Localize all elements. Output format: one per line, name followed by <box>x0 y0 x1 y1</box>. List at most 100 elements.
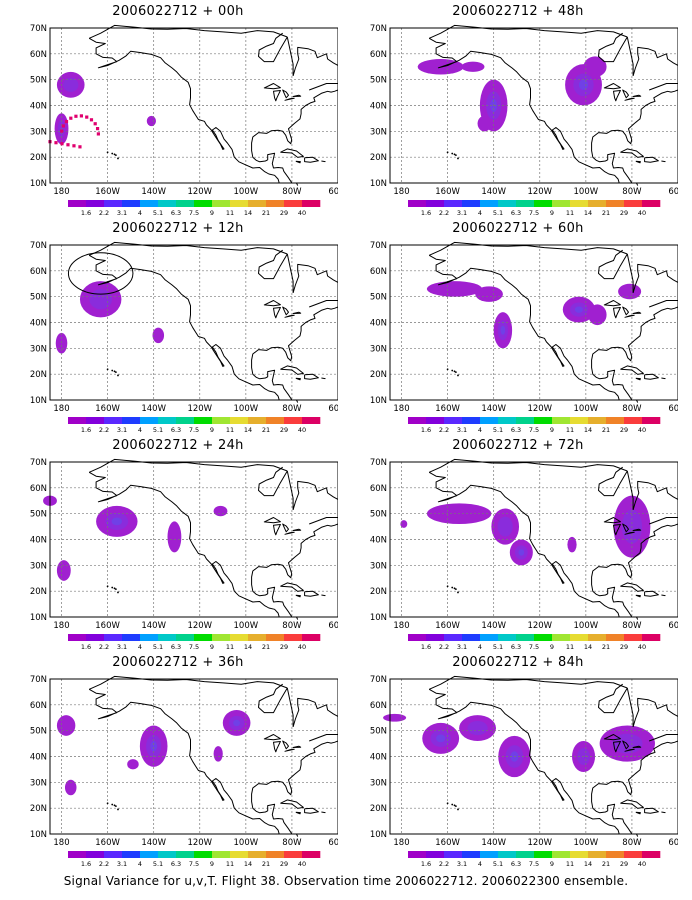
colorbar-swatch <box>176 417 195 424</box>
lat-tick-label: 30N <box>30 344 47 354</box>
colorbar-label: 5.1 <box>493 426 503 434</box>
colorbar-label: 5.1 <box>153 643 163 651</box>
lake-outline <box>632 745 642 748</box>
lake-outline <box>603 734 621 741</box>
lon-tick-label: 120W <box>527 187 552 197</box>
variance-area <box>436 734 446 743</box>
colorbar: 1.6 2.2 3.1 4 5.1 6.3 7.5 9 11 14 21 29 40 <box>408 851 661 868</box>
lon-tick-label: 80W <box>622 187 642 197</box>
island <box>117 157 119 160</box>
lake-outline <box>282 523 289 533</box>
lon-tick-label: 140W <box>141 838 166 848</box>
colorbar-label: 5.1 <box>493 860 503 868</box>
colorbar-swatch <box>302 417 321 424</box>
colorbar-swatch <box>588 634 607 641</box>
gridlines <box>390 679 678 834</box>
colorbar-label: 6.3 <box>171 426 181 434</box>
coastline <box>292 263 338 293</box>
variance-area <box>56 715 76 736</box>
colorbar-label: 29 <box>620 860 628 868</box>
lake-outline <box>613 741 621 753</box>
colorbar-label: 29 <box>280 426 288 434</box>
lon-tick-label: 60W <box>668 621 678 631</box>
variance-area <box>518 549 525 556</box>
map-plot: 10N 20N 30N 40N 50N 60N 70N 180 160W 140W 120W 100W… <box>370 675 678 868</box>
lat-tick-label: 50N <box>370 727 387 737</box>
lat-tick-label: 60N <box>370 50 387 60</box>
lon-tick-label: 60W <box>328 187 338 197</box>
lat-tick-label: 40N <box>370 753 387 763</box>
variance-area <box>89 289 113 310</box>
lon-tick-label: 60W <box>668 404 678 414</box>
colorbar-swatch <box>408 417 427 424</box>
colorbar-label: 9 <box>550 426 554 434</box>
coastline <box>88 254 280 401</box>
colorbar-label: 1.6 <box>421 209 431 217</box>
gridlines <box>390 462 678 617</box>
lon-tick-label: 160W <box>95 621 120 631</box>
colorbar-swatch <box>104 200 123 207</box>
coastline <box>626 470 634 510</box>
colorbar-label: 2.2 <box>439 426 449 434</box>
lat-tick-label: 10N <box>30 396 47 406</box>
coastline <box>428 688 620 835</box>
lake-outline <box>292 528 302 531</box>
coastline <box>591 523 678 620</box>
colorbar-swatch <box>426 851 445 858</box>
colorbar-label: 2.2 <box>439 643 449 651</box>
colorbar-swatch <box>516 417 535 424</box>
colorbar-label: 40 <box>298 643 306 651</box>
lat-tick-label: 50N <box>30 76 47 86</box>
colorbar-label: 6.3 <box>171 643 181 651</box>
lon-tick-label: 120W <box>187 187 212 197</box>
colorbar-label: 9 <box>550 860 554 868</box>
island <box>111 586 114 589</box>
map-plot: 10N 20N 30N 40N 50N 60N 70N 180 160W 140W 120W 100W… <box>370 458 678 651</box>
island <box>111 803 114 806</box>
lat-tick-label: 20N <box>30 587 47 597</box>
island <box>454 805 457 807</box>
colorbar-swatch <box>86 851 105 858</box>
coastline <box>258 249 288 280</box>
colorbar-label: 14 <box>584 209 592 217</box>
variance-shading <box>55 281 165 354</box>
lat-tick-label: 20N <box>30 804 47 814</box>
colorbar-swatch <box>194 200 213 207</box>
colorbar-swatch <box>140 417 159 424</box>
island <box>114 371 117 373</box>
lake-outline <box>292 94 302 97</box>
lake-outline <box>273 90 281 102</box>
colorbar-label: 7.5 <box>189 643 199 651</box>
lon-tick-label: 100W <box>574 187 599 197</box>
colorbar-label: 4 <box>138 426 142 434</box>
lat-tick-label: 70N <box>370 458 387 468</box>
lat-tick-label: 20N <box>370 587 387 597</box>
lake-outline <box>282 89 289 99</box>
colorbar-swatch <box>86 417 105 424</box>
island <box>457 808 459 811</box>
lon-tick-label: 180 <box>53 187 69 197</box>
lon-tick-label: 140W <box>481 404 506 414</box>
colorbar-label: 21 <box>262 209 270 217</box>
map-plot: 10N 20N 30N 40N 50N 60N 70N 180 160W 140W 120W 100W… <box>30 675 338 868</box>
lon-tick-label: 100W <box>234 404 259 414</box>
colorbar-label: 14 <box>584 426 592 434</box>
variance-area <box>567 536 577 553</box>
lat-tick-label: 60N <box>370 484 387 494</box>
coastline <box>428 458 628 473</box>
coastline <box>635 160 641 164</box>
colorbar-label: 4 <box>138 643 142 651</box>
plot-frame <box>389 678 678 835</box>
colorbar-swatch <box>642 417 661 424</box>
track-point <box>89 118 94 122</box>
colorbar-label: 21 <box>602 860 610 868</box>
colorbar-swatch <box>426 417 445 424</box>
lon-tick-label: 160W <box>95 838 120 848</box>
lat-tick-label: 40N <box>30 102 47 112</box>
colorbar-label: 5.1 <box>493 209 503 217</box>
gridlines <box>50 679 338 834</box>
track-point <box>74 114 78 118</box>
coastline <box>295 594 301 598</box>
colorbar-swatch <box>212 851 231 858</box>
lake-outline <box>292 311 302 314</box>
